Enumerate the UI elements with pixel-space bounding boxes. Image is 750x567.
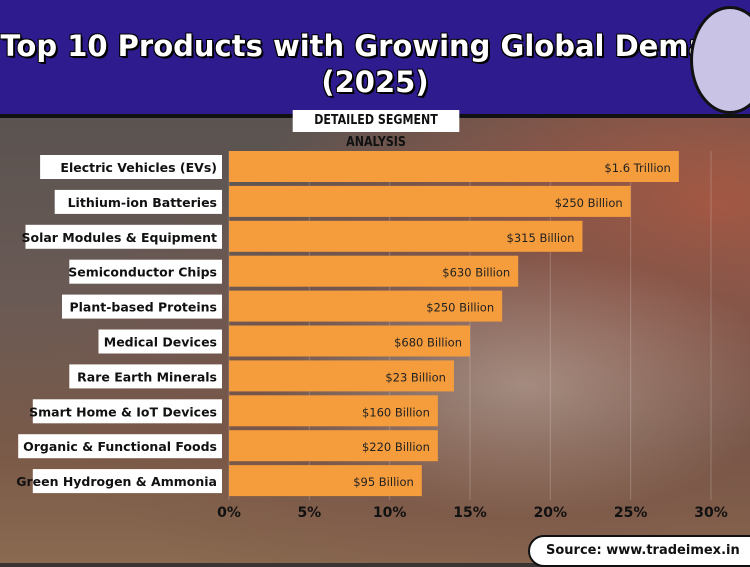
category-label: Plant-based Proteins	[69, 300, 217, 315]
x-tick-label: 15%	[453, 505, 487, 521]
category-label-box	[69, 259, 222, 284]
x-tick-label: 20%	[534, 505, 568, 521]
category-label-box	[98, 329, 222, 354]
bar	[229, 185, 631, 217]
data-label: $220 Billion	[362, 440, 430, 454]
category-label: Rare Earth Minerals	[77, 369, 217, 384]
category-label: Lithium-ion Batteries	[68, 195, 217, 210]
globe-icon	[690, 6, 750, 114]
chart-subtitle: DETAILED SEGMENT ANALYSIS	[292, 110, 460, 150]
category-label-box	[69, 364, 222, 389]
category-label-box	[18, 434, 223, 459]
category-label-box	[54, 189, 223, 214]
data-label: $23 Billion	[385, 370, 446, 384]
x-tick-label: 10%	[373, 505, 407, 521]
category-label-box	[32, 469, 222, 494]
data-label: $630 Billion	[442, 266, 510, 280]
data-label: $95 Billion	[353, 475, 414, 489]
category-label-box	[62, 294, 222, 319]
bar	[229, 465, 422, 497]
data-label: $315 Billion	[507, 231, 575, 245]
bar	[229, 255, 519, 287]
bar	[229, 430, 438, 462]
category-label-box	[40, 155, 222, 179]
category-label: Semiconductor Chips	[68, 265, 217, 280]
category-label: Medical Devices	[104, 335, 217, 350]
header-banner: Top 10 Products with Growing Global Dema…	[0, 0, 750, 118]
data-label: $250 Billion	[426, 301, 494, 315]
chart-title: Top 10 Products with Growing Global Dema…	[0, 29, 750, 99]
bar	[229, 395, 438, 427]
bar	[229, 360, 454, 392]
x-tick-label: 30%	[694, 505, 728, 521]
category-label: Green Hydrogen & Ammonia	[16, 474, 217, 489]
bar	[229, 290, 503, 322]
bar	[229, 220, 583, 252]
data-label: $160 Billion	[362, 405, 430, 419]
data-label: $1.6 Trillion	[604, 161, 670, 175]
data-label: $250 Billion	[555, 196, 623, 210]
bar	[229, 151, 679, 182]
x-tick-label: 0%	[217, 505, 241, 521]
category-label: Smart Home & IoT Devices	[29, 404, 217, 419]
bar	[229, 325, 470, 357]
category-label-box	[25, 224, 222, 249]
x-tick-label: 5%	[297, 505, 321, 521]
x-tick-label: 25%	[614, 505, 648, 521]
source-label: Source: www.tradeimex.in	[528, 535, 750, 567]
category-label: Solar Modules & Equipment	[21, 230, 217, 245]
data-label: $680 Billion	[394, 336, 462, 350]
category-label: Organic & Functional Foods	[23, 439, 217, 454]
category-label: Electric Vehicles (EVs)	[60, 160, 217, 175]
category-label-box	[32, 399, 222, 424]
